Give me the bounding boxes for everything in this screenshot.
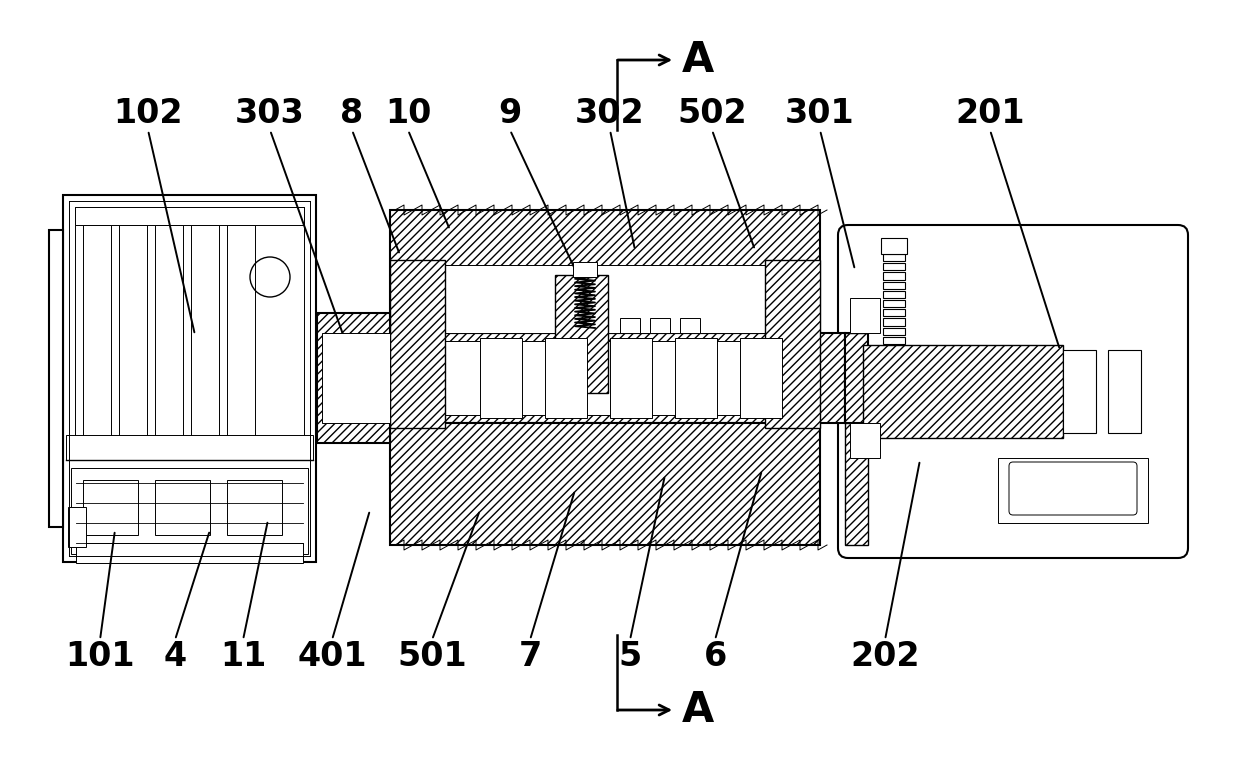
Text: 4: 4 xyxy=(164,640,186,673)
Bar xyxy=(883,273,905,280)
Bar xyxy=(620,318,640,333)
Bar xyxy=(392,341,770,415)
Bar xyxy=(63,195,316,562)
Bar xyxy=(71,468,308,554)
Bar xyxy=(445,265,765,333)
Bar xyxy=(883,291,905,298)
Text: 5: 5 xyxy=(619,640,641,673)
Text: 102: 102 xyxy=(113,97,182,130)
Bar xyxy=(227,225,255,445)
Bar xyxy=(317,313,391,443)
Bar xyxy=(155,225,184,445)
Bar xyxy=(546,338,587,418)
Text: 11: 11 xyxy=(219,640,267,673)
Bar xyxy=(391,423,820,545)
Bar xyxy=(650,318,670,333)
Bar xyxy=(680,318,701,333)
Bar xyxy=(849,298,880,333)
Bar xyxy=(1063,350,1096,433)
Bar xyxy=(1109,350,1141,433)
Text: 9: 9 xyxy=(498,97,522,130)
Bar xyxy=(610,338,652,418)
Bar xyxy=(68,507,86,547)
Bar xyxy=(675,338,717,418)
Bar xyxy=(74,207,304,225)
Bar xyxy=(573,262,596,277)
Bar xyxy=(849,423,880,458)
Bar xyxy=(844,333,868,423)
Text: 302: 302 xyxy=(575,97,645,130)
Bar xyxy=(883,337,905,344)
Bar xyxy=(883,309,905,316)
Bar xyxy=(83,225,112,445)
Bar xyxy=(556,275,608,393)
Bar xyxy=(844,423,868,545)
Bar xyxy=(83,480,138,535)
Bar xyxy=(480,338,522,418)
Text: 7: 7 xyxy=(518,640,542,673)
Bar xyxy=(883,319,905,326)
FancyBboxPatch shape xyxy=(838,225,1188,558)
Text: 10: 10 xyxy=(384,97,432,130)
Bar xyxy=(50,230,63,527)
Bar xyxy=(322,333,391,423)
Bar xyxy=(317,333,844,423)
Text: 301: 301 xyxy=(785,97,854,130)
Text: 303: 303 xyxy=(236,97,305,130)
Text: A: A xyxy=(682,689,714,731)
Bar xyxy=(880,238,906,254)
Bar xyxy=(74,207,304,455)
Bar xyxy=(391,210,820,333)
Bar xyxy=(765,260,820,428)
Text: A: A xyxy=(682,39,714,81)
Text: 8: 8 xyxy=(340,97,363,130)
Text: 502: 502 xyxy=(677,97,746,130)
Text: 6: 6 xyxy=(703,640,727,673)
Text: 202: 202 xyxy=(851,640,920,673)
Bar xyxy=(227,480,281,535)
Bar xyxy=(998,458,1148,523)
Bar xyxy=(863,345,1063,438)
Text: 101: 101 xyxy=(66,640,135,673)
Bar xyxy=(883,254,905,261)
Bar xyxy=(66,435,312,460)
Text: 201: 201 xyxy=(955,97,1024,130)
Bar xyxy=(883,300,905,307)
Bar xyxy=(883,282,905,289)
Bar xyxy=(740,338,782,418)
Bar xyxy=(76,543,303,563)
Bar xyxy=(883,328,905,335)
Bar xyxy=(883,264,905,270)
Bar xyxy=(191,225,219,445)
Bar xyxy=(391,260,445,428)
Bar xyxy=(119,225,148,445)
Text: 501: 501 xyxy=(397,640,466,673)
Text: 401: 401 xyxy=(298,640,367,673)
FancyBboxPatch shape xyxy=(1009,462,1137,515)
Bar xyxy=(155,480,210,535)
